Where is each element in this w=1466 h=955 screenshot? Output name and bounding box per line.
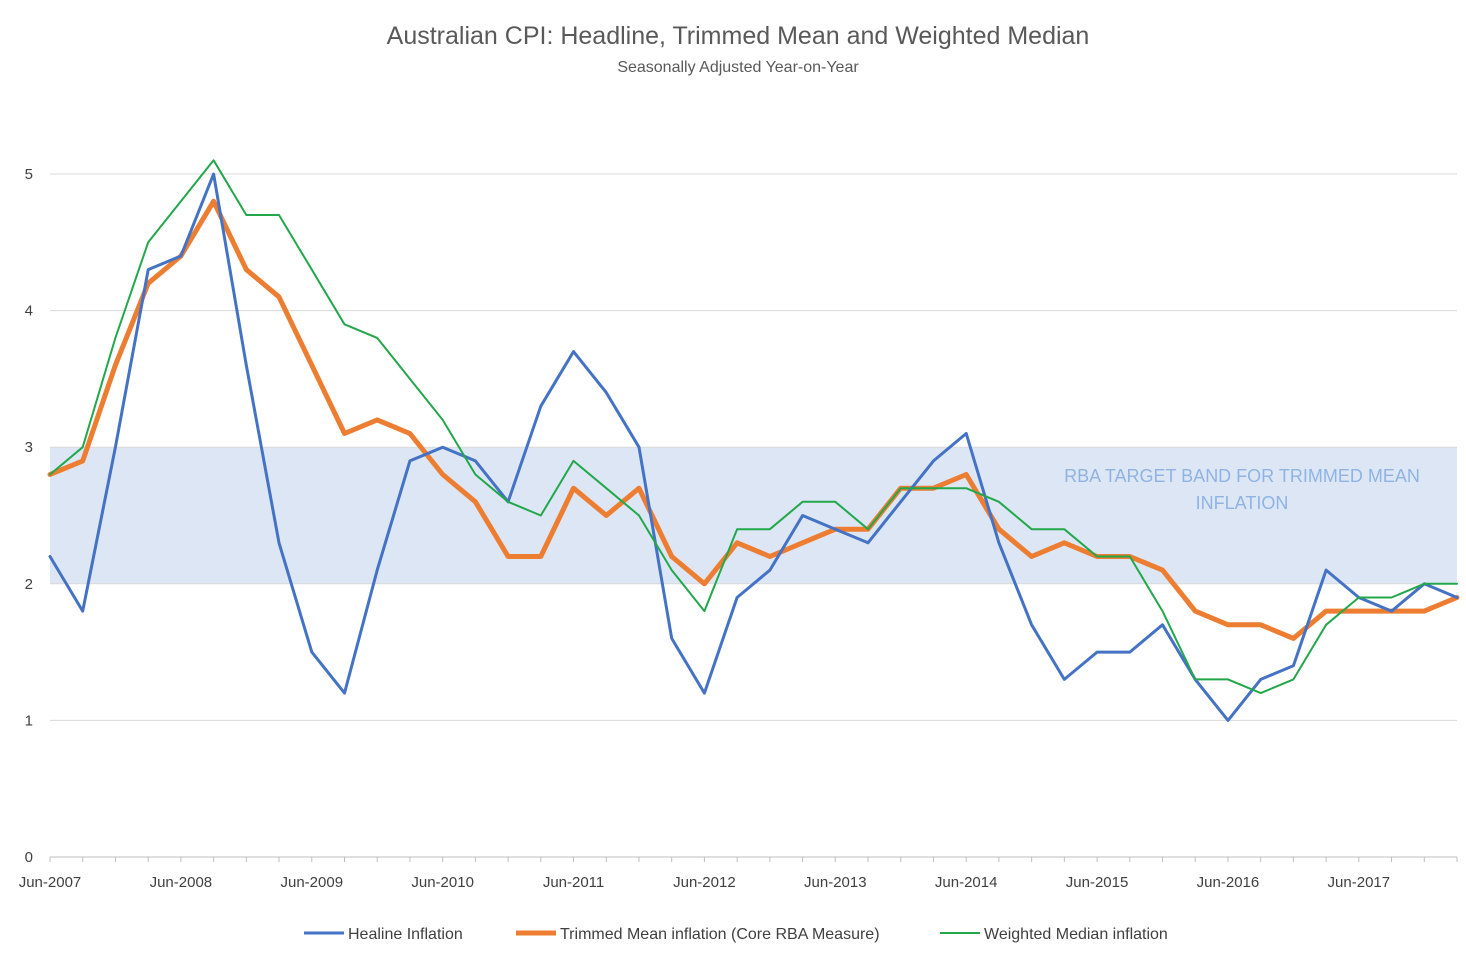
x-tick-label: Jun-2013 [804,874,867,891]
chart-subtitle: Seasonally Adjusted Year-on-Year [617,59,859,76]
x-tick-label: Jun-2011 [543,874,604,891]
target-band-label: INFLATION [1196,493,1289,513]
y-tick-label: 2 [25,576,33,593]
target-band-label: RBA TARGET BAND FOR TRIMMED MEAN [1064,466,1420,486]
series-lines [47,159,1460,722]
x-tick-label: Jun-2014 [935,874,998,891]
x-tick-label: Jun-2009 [280,874,343,891]
target-band-layer: RBA TARGET BAND FOR TRIMMED MEAN INFLATIO… [50,447,1457,584]
x-tick-label: Jun-2016 [1197,874,1260,891]
chart-title: Australian CPI: Headline, Trimmed Mean a… [387,22,1090,50]
x-axis: Jun-2007 Jun-2008 Jun-2009 Jun-2010 Jun-2011… [19,856,1458,891]
x-tick-label: Jun-2015 [1066,874,1129,891]
x-tick-label: Jun-2017 [1328,874,1391,891]
legend: Healine Inflation Trimmed Mean inflation … [304,926,1168,943]
series-line-2 [49,159,1458,695]
legend-label: Healine Inflation [348,926,463,943]
legend-label: Weighted Median inflation [984,926,1168,943]
y-tick-label: 1 [25,712,33,729]
y-tick-label: 3 [25,439,33,456]
legend-label: Trimmed Mean inflation (Core RBA Measure… [560,926,880,943]
x-tick-label: Jun-2007 [19,874,82,891]
series-line-1 [47,198,1460,641]
x-tick-label: Jun-2012 [673,874,736,891]
y-tick-label: 5 [25,166,33,183]
y-tick-label: 4 [25,303,33,320]
y-tick-label: 0 [25,849,33,866]
x-tick-label: Jun-2008 [150,874,213,891]
series-line-0 [48,172,1459,722]
x-tick-label: Jun-2010 [411,874,474,891]
